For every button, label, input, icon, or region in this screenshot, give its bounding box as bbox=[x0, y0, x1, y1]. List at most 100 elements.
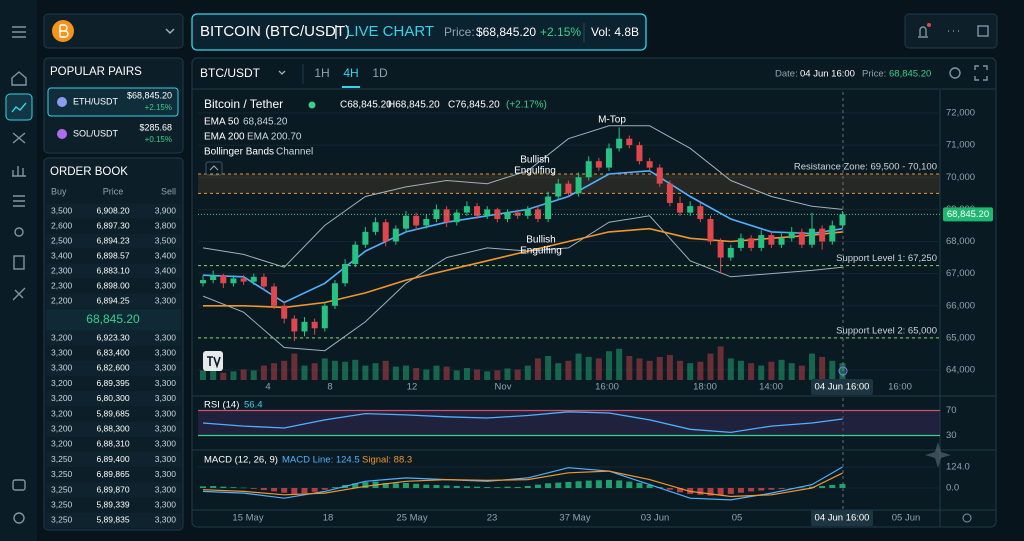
bitcoin-glyph bbox=[59, 24, 69, 38]
macd-bar bbox=[200, 486, 206, 489]
pair-row[interactable] bbox=[47, 87, 179, 117]
chart-icon[interactable] bbox=[11, 102, 27, 113]
menu-icon[interactable] bbox=[12, 26, 26, 38]
buy-size: 2,300 bbox=[51, 280, 73, 290]
candle-body bbox=[342, 263, 349, 284]
price-value: 68,845.20 bbox=[889, 69, 931, 80]
volume-bar bbox=[230, 371, 237, 380]
ohlc-readout: C68,845.20 bbox=[340, 100, 392, 111]
candle-body bbox=[382, 222, 389, 242]
volume-bar bbox=[707, 353, 714, 380]
candle-body bbox=[372, 222, 379, 232]
price-label: Price: bbox=[862, 69, 886, 80]
volume-bar bbox=[463, 368, 470, 380]
pair-price: $285.68 bbox=[139, 122, 172, 132]
macd-bar bbox=[616, 480, 623, 489]
volume-bar bbox=[585, 356, 592, 380]
buy-size: 2,200 bbox=[51, 295, 73, 305]
macd-bar bbox=[606, 479, 612, 489]
volume-bar bbox=[758, 365, 765, 380]
volume-bar bbox=[200, 370, 206, 380]
x-tick-label: 03 Jun bbox=[641, 513, 670, 524]
candle-body bbox=[646, 161, 653, 168]
macd-bar bbox=[677, 488, 684, 493]
fullscreen-icon[interactable] bbox=[974, 65, 988, 81]
volume-bar bbox=[311, 363, 318, 380]
tools-icon[interactable] bbox=[12, 132, 26, 144]
x-tick-label: 37 May bbox=[559, 513, 590, 524]
candle-body bbox=[616, 138, 623, 149]
volume-bar bbox=[737, 360, 744, 380]
y-tick-label: 72,000 bbox=[946, 108, 975, 119]
y-tick-label: 66,000 bbox=[946, 300, 975, 311]
macd-bar bbox=[321, 488, 328, 490]
network-icon[interactable] bbox=[14, 227, 24, 237]
volume-bar bbox=[697, 361, 704, 380]
home-icon[interactable] bbox=[11, 71, 27, 86]
volume-bar bbox=[494, 370, 501, 380]
chart-title: Bitcoin / Tether bbox=[204, 97, 283, 111]
volume-bar bbox=[616, 348, 623, 380]
chevron[interactable] bbox=[278, 70, 286, 75]
settings-icon[interactable] bbox=[949, 67, 961, 79]
candle-body bbox=[839, 214, 846, 226]
interval-button[interactable]: 4H bbox=[343, 66, 358, 80]
macd-bar bbox=[474, 486, 481, 489]
candle-body bbox=[311, 321, 318, 329]
macd-bar bbox=[595, 480, 602, 489]
volume-bar bbox=[514, 369, 521, 380]
rocket-icon[interactable] bbox=[12, 287, 26, 301]
interval-button[interactable]: 1H bbox=[314, 66, 329, 80]
symbol-select[interactable]: BTC/USDT bbox=[200, 66, 261, 80]
volume-bar bbox=[362, 365, 369, 380]
column-header: Price bbox=[103, 186, 124, 196]
volume-bar bbox=[727, 358, 734, 380]
macd-bar bbox=[717, 488, 724, 496]
expand-icon[interactable] bbox=[977, 25, 989, 37]
volume-bar bbox=[524, 365, 531, 380]
sell-size: 3,300 bbox=[155, 393, 177, 403]
row-bg bbox=[46, 203, 181, 219]
macd-bar bbox=[220, 486, 227, 489]
macd-bar bbox=[352, 483, 359, 489]
macd-bar bbox=[494, 487, 501, 489]
buy-size: 3,250 bbox=[51, 454, 73, 464]
price: 6,80,300 bbox=[96, 393, 129, 403]
candle-body bbox=[210, 275, 217, 281]
coin-selector[interactable] bbox=[43, 13, 184, 49]
bars-icon[interactable] bbox=[12, 166, 26, 177]
doc-icon[interactable] bbox=[13, 255, 25, 270]
header-title: BITCOIN (BTC/USDT) bbox=[200, 23, 350, 40]
x-tick-label: 18 bbox=[323, 513, 334, 524]
interval-button[interactable]: 1D bbox=[372, 66, 388, 80]
pair-row[interactable] bbox=[48, 120, 178, 148]
macd-bar bbox=[697, 488, 704, 495]
buy-size: 3,200 bbox=[51, 393, 73, 403]
macd-bar bbox=[210, 485, 217, 489]
sell-size: 3,300 bbox=[155, 515, 177, 525]
macd-tick-label: 0.0 bbox=[946, 483, 959, 494]
pair-symbol: ETH/USDT bbox=[73, 96, 119, 106]
candle-body bbox=[727, 247, 734, 258]
candle-body bbox=[281, 305, 288, 319]
x-tick-label: 05 Jun bbox=[892, 513, 921, 524]
macd-bar bbox=[362, 482, 369, 489]
volume-bar bbox=[352, 359, 359, 380]
column-header: Buy bbox=[51, 186, 67, 196]
settings-icon[interactable] bbox=[962, 513, 972, 523]
bollinger-upper bbox=[202, 125, 843, 268]
x-tick-label: 18:00 bbox=[693, 382, 717, 393]
macd-bar bbox=[758, 488, 765, 491]
legend-value: Channel bbox=[276, 147, 313, 158]
chat-icon[interactable] bbox=[12, 479, 26, 491]
settings-icon[interactable] bbox=[13, 512, 25, 524]
sell-size: 3,900 bbox=[155, 205, 177, 215]
active-nav[interactable] bbox=[5, 93, 33, 121]
list-icon[interactable] bbox=[13, 195, 25, 207]
chevron[interactable] bbox=[165, 28, 175, 35]
buy-size: 3,200 bbox=[51, 378, 73, 388]
macd-bar bbox=[403, 482, 409, 489]
bell-icon[interactable] bbox=[918, 26, 928, 38]
macd-bar bbox=[281, 488, 288, 493]
macd-bar bbox=[382, 482, 389, 489]
